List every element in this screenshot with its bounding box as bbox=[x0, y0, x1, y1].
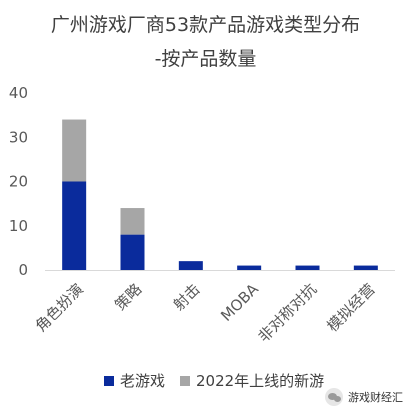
bar-0-0 bbox=[62, 181, 87, 270]
legend-item-old-games: 老游戏 bbox=[104, 370, 165, 391]
x-tick-label-1: 策略 bbox=[111, 280, 145, 314]
legend-swatch-new-games bbox=[180, 375, 190, 386]
legend-label-old-games: 老游戏 bbox=[120, 372, 166, 390]
bar-0-4 bbox=[295, 265, 320, 270]
bar-0-1 bbox=[120, 234, 145, 270]
y-tick-label-3: 30 bbox=[9, 128, 28, 146]
x-tick-label-5: 模拟经营 bbox=[323, 280, 378, 335]
bar-0-5 bbox=[353, 265, 378, 270]
bar-1-1 bbox=[120, 208, 145, 235]
watermark: 游戏财经汇 bbox=[325, 388, 403, 406]
bar-1-0 bbox=[62, 119, 87, 182]
watermark-text: 游戏财经汇 bbox=[348, 391, 403, 404]
x-tick-label-0: 角色扮演 bbox=[32, 280, 87, 335]
legend-item-new-games: 2022年上线的新游 bbox=[180, 370, 324, 391]
chart-title-line-1: 广州游戏厂商53款产品游戏类型分布 bbox=[50, 14, 361, 36]
x-tick-label-3: MOBA bbox=[217, 280, 262, 325]
wechat-icon bbox=[325, 388, 343, 406]
bar-0-2 bbox=[178, 261, 203, 270]
y-tick-label-0: 0 bbox=[18, 261, 28, 279]
y-tick-label-1: 10 bbox=[9, 217, 28, 235]
y-tick-label-4: 40 bbox=[9, 84, 28, 102]
y-tick-label-2: 20 bbox=[9, 173, 28, 191]
bar-0-3 bbox=[237, 265, 262, 270]
x-tick-label-4: 非对称对抗 bbox=[255, 280, 321, 346]
chart-title-line-2: -按产品数量 bbox=[154, 48, 257, 70]
x-tick-label-2: 射击 bbox=[170, 280, 204, 314]
legend-swatch-old-games bbox=[104, 375, 114, 386]
legend-label-new-games: 2022年上线的新游 bbox=[196, 372, 325, 390]
